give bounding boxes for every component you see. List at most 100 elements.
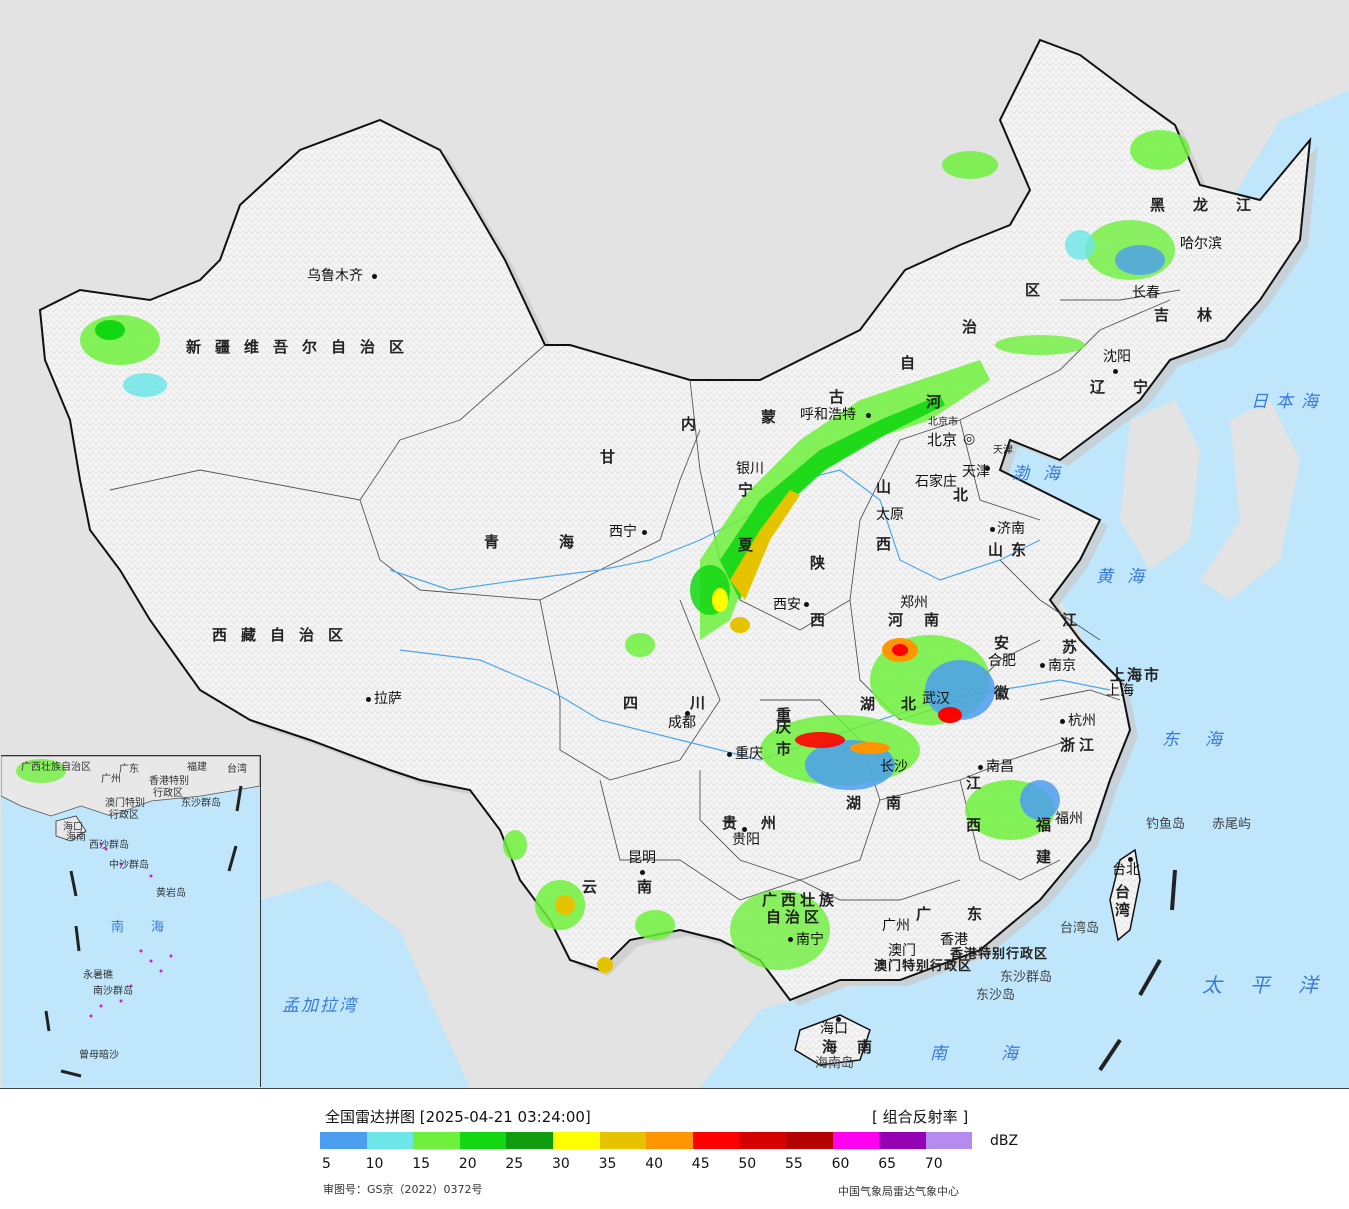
inset-guangxi: 广西壮族自治区 [21,762,91,773]
inset-dongsha: 东沙群岛 [181,798,221,809]
radar-echoes [80,130,1190,973]
radar-title: 全国雷达拼图 [2025-04-21 03:24:00] [325,1108,591,1126]
color-swatch [553,1132,600,1149]
city-chengdu: 成都 [668,715,696,731]
inset-nan: 南 [111,920,125,935]
label-guizhou: 贵州 [722,814,801,832]
label-jiangsu-2: 苏 [1062,638,1078,656]
city-guangzhou: 广州 [882,918,910,934]
unit-label: dBZ [990,1133,1019,1149]
inset-guangdong: 广东 [119,764,139,775]
island-diaoyu: 钓鱼岛 [1146,817,1186,832]
city-dot [1060,719,1065,724]
inset-haikou: 海口 [63,822,83,833]
label-hubei: 湖北 [860,695,943,713]
label-neimeng-1: 内 [681,415,697,433]
label-chongqing-2: 庆 [776,718,792,736]
bengal-sea [260,880,470,1088]
hainan-land [794,1014,871,1066]
city-tianjin: 天津 [962,464,990,480]
label-heilongjiang: 黑龙江 [1150,196,1280,214]
city-taibei: 台北 [1112,862,1140,878]
city-dot [866,413,871,418]
label-sichuan: 四川 [623,694,758,712]
scale-tick-label: 60 [831,1156,850,1172]
inset-taiwan: 台湾 [227,764,247,775]
label-hebei-1: 河 [926,393,942,411]
label-guangdong: 广东 [916,905,1019,923]
scale-tick-label: 10 [365,1156,384,1172]
city-haikou: 海口 [820,1021,848,1037]
map-canvas [0,0,1349,1088]
label-hunan-2: 南 [886,794,902,812]
inset-hainan: 海南 [66,832,86,843]
scale-tick-label: 25 [505,1156,524,1172]
inset-macao-2: 行政区 [109,810,139,821]
label-yunnan: 云南 [582,878,693,896]
color-swatch [786,1132,833,1149]
inset-fujian: 福建 [187,762,207,773]
label-jiangxi-1: 江 [966,774,982,792]
product-name: [ 组合反射率 ] [872,1108,969,1126]
nine-dash-line [1098,869,1177,1072]
city-nanjing: 南京 [1048,658,1076,674]
label-xinjiang: 新疆维吾尔自治区 [186,338,419,356]
color-swatch [739,1132,786,1149]
korea-land [1120,400,1200,570]
label-henan-2: 南 [924,611,940,629]
label-chongqing-3: 市 [776,740,792,758]
label-hunan-1: 湖 [846,794,862,812]
island-chiwei: 赤尾屿 [1212,817,1252,832]
city-shanghai: 上海 [1106,683,1134,699]
city-shijiazhuang: 石家庄 [915,474,957,490]
scale-tick-label: 45 [691,1156,710,1172]
taiwan-land [1109,848,1141,942]
color-swatch [599,1132,647,1149]
inset-zhongsha: 中沙群岛 [109,860,149,871]
label-gansu: 甘 [600,448,616,466]
inset-guangzhou: 广州 [101,774,121,785]
city-changchun: 长春 [1132,285,1160,301]
label-taiwan-1: 台 [1115,883,1131,901]
label-shaanxi-2: 西 [810,611,826,629]
city-dot [985,466,990,471]
scale-tick-label: 50 [738,1156,757,1172]
inset-canvas [1,756,260,1078]
city-dot [836,1017,841,1022]
label-chongqing-1: 重 [776,706,792,724]
city-changsha: 长沙 [880,759,908,775]
inset-zengmu: 曾母暗沙 [79,1050,119,1061]
city-nanning: 南宁 [796,932,824,948]
label-taiwan-2: 湾 [1115,901,1131,919]
sea-donghai: 东海 [1162,730,1248,750]
sea-mengjiala: 孟加拉湾 [282,996,358,1016]
inset-yongshu: 永暑礁 [83,970,113,981]
radar-map: 新疆维吾尔自治区 西藏自治区 青海 四川 甘 内 蒙 古 自 治 区 黑龙江 吉… [0,0,1349,1088]
scale-tick-label: 20 [458,1156,477,1172]
label-neimeng-4: 自 [900,354,916,372]
label-ningxia-1: 宁 [738,481,754,499]
label-guangxi-2: 自治区 [766,908,824,926]
inset-hk: 香港特别 [149,776,189,787]
city-nanchang: 南昌 [986,759,1014,775]
label-shanxi-1: 山 [876,478,892,496]
city-shenyang: 沈阳 [1103,349,1131,365]
sea-bohai: 渤海 [1012,464,1074,484]
org-credit: 中国气象局雷达气象中心 [838,1185,959,1198]
sea-huanghai: 黄海 [1096,567,1158,587]
label-henan-1: 河 [888,611,904,629]
label-hk: 香港特别行政区 [950,947,1049,962]
city-lhasa: 拉萨 [374,691,402,707]
city-dot [804,602,809,607]
city-dot [788,937,793,942]
city-guiyang: 贵阳 [732,832,760,848]
label-jilin: 吉林 [1154,306,1241,324]
city-dot [1113,369,1118,374]
city-beijing: 北京 [927,431,958,449]
scale-tick-label: 5 [322,1156,331,1172]
label-beijing-small: 北京市 [928,417,958,428]
city-dot [366,697,371,702]
label-anhui-1: 安 [994,634,1010,652]
label-ningxia-2: 夏 [738,536,754,554]
color-swatch [692,1132,740,1149]
